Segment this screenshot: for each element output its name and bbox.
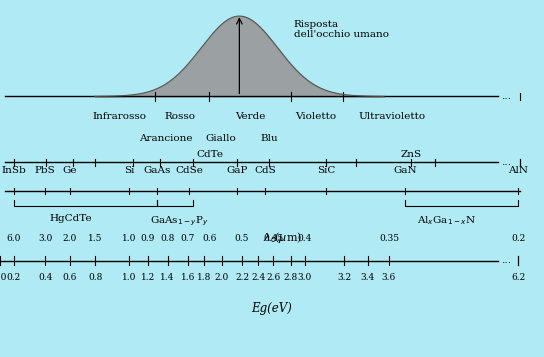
Text: ...: ... (502, 255, 512, 265)
Text: 0.45: 0.45 (263, 234, 283, 243)
Text: 3.2: 3.2 (337, 273, 351, 282)
Text: 1.6: 1.6 (181, 273, 195, 282)
Text: Arancione: Arancione (139, 134, 193, 143)
Text: Eg(eV): Eg(eV) (251, 302, 293, 315)
Text: 1.5: 1.5 (88, 234, 102, 243)
Text: Giallo: Giallo (205, 134, 236, 143)
Text: CdS: CdS (255, 166, 276, 175)
Text: 0.5: 0.5 (235, 234, 249, 243)
Text: Al$_x$Ga$_{1-x}$N: Al$_x$Ga$_{1-x}$N (417, 214, 475, 227)
Text: GaN: GaN (393, 166, 417, 175)
Text: 0.8: 0.8 (88, 273, 102, 282)
Text: 0.2: 0.2 (7, 273, 21, 282)
Text: ...: ... (502, 91, 512, 101)
Text: Si: Si (124, 166, 135, 175)
Text: CdTe: CdTe (196, 150, 223, 159)
Text: 2.8: 2.8 (284, 273, 298, 282)
Text: 0.8: 0.8 (160, 234, 175, 243)
Text: 6.2: 6.2 (511, 273, 526, 282)
Text: ZnS: ZnS (400, 150, 421, 159)
Text: 1.0: 1.0 (122, 234, 137, 243)
Text: Risposta
dell'occhio umano: Risposta dell'occhio umano (294, 20, 389, 39)
Text: Verde: Verde (235, 112, 265, 121)
Text: SiC: SiC (317, 166, 336, 175)
Text: 0.4: 0.4 (298, 234, 312, 243)
Text: 3.0: 3.0 (38, 234, 52, 243)
Text: GaP: GaP (226, 166, 248, 175)
Text: 0.4: 0.4 (38, 273, 52, 282)
Text: HgCdTe: HgCdTe (50, 214, 92, 223)
Text: ...: ... (502, 157, 512, 167)
Text: 2.2: 2.2 (235, 273, 249, 282)
Text: Rosso: Rosso (164, 112, 195, 121)
Text: 0.0: 0.0 (0, 273, 7, 282)
Text: 3.4: 3.4 (361, 273, 375, 282)
Text: 0.9: 0.9 (141, 234, 155, 243)
Text: 0.35: 0.35 (379, 234, 399, 243)
Text: AlN: AlN (509, 166, 528, 175)
Text: 6.0: 6.0 (7, 234, 21, 243)
Text: Ultravioletto: Ultravioletto (358, 112, 425, 121)
Text: 2.6: 2.6 (266, 273, 280, 282)
Text: Blu: Blu (261, 134, 278, 143)
Text: 0.7: 0.7 (181, 234, 195, 243)
Text: Infrarosso: Infrarosso (92, 112, 147, 121)
Text: 1.8: 1.8 (197, 273, 211, 282)
Text: 2.0: 2.0 (215, 273, 229, 282)
Text: 0.6: 0.6 (63, 273, 77, 282)
Text: 2.0: 2.0 (63, 234, 77, 243)
Text: 1.4: 1.4 (160, 273, 175, 282)
Text: $\lambda_c$($\mu$m): $\lambda_c$($\mu$m) (263, 230, 302, 245)
Text: PbS: PbS (35, 166, 55, 175)
Text: Ge: Ge (63, 166, 77, 175)
Text: 0.2: 0.2 (511, 234, 526, 243)
Text: CdSe: CdSe (175, 166, 203, 175)
Text: 1.2: 1.2 (141, 273, 155, 282)
Text: 3.0: 3.0 (298, 273, 312, 282)
Text: 3.6: 3.6 (382, 273, 396, 282)
Text: GaAs: GaAs (143, 166, 170, 175)
Text: 1.0: 1.0 (122, 273, 137, 282)
Text: 0.6: 0.6 (202, 234, 217, 243)
Text: 2.4: 2.4 (251, 273, 265, 282)
Text: InSb: InSb (1, 166, 26, 175)
Text: GaAs$_{1-y}$P$_y$: GaAs$_{1-y}$P$_y$ (150, 214, 209, 228)
Text: Violetto: Violetto (295, 112, 336, 121)
